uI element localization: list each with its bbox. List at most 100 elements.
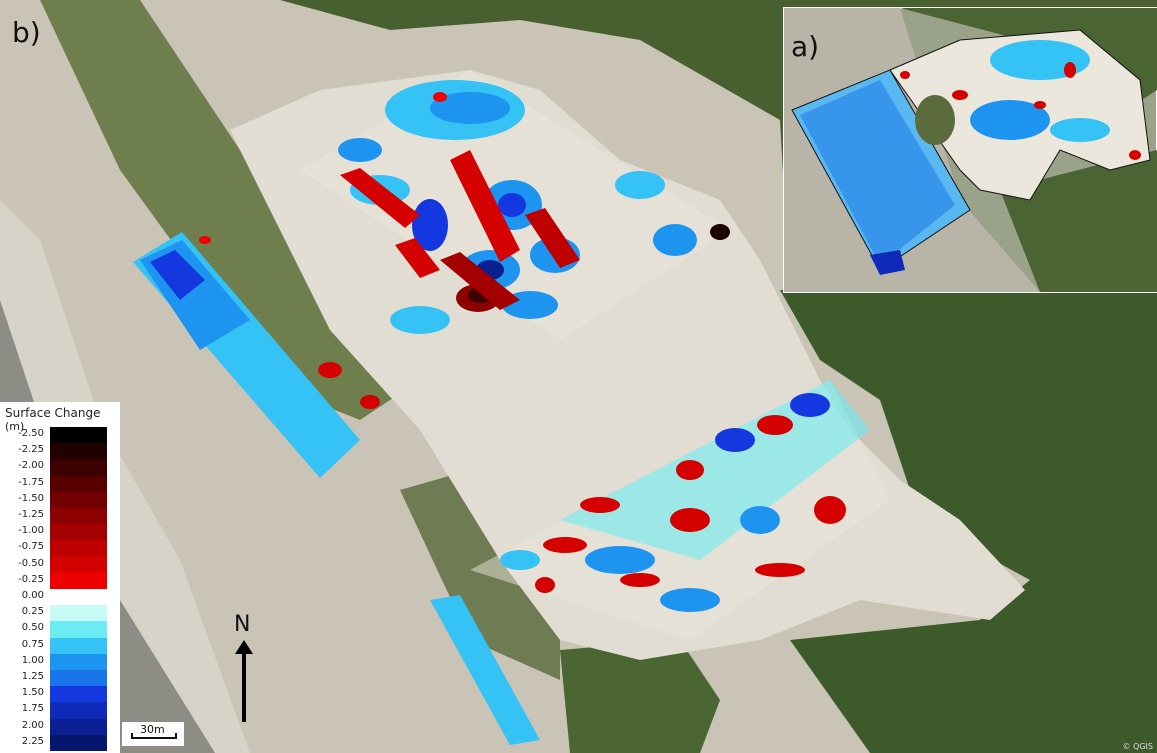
- scale-bar-label: 30m: [140, 723, 165, 736]
- legend-entry: 0.00: [0, 589, 120, 606]
- legend-entry-label: -1.00: [18, 525, 44, 537]
- legend-unit: (m): [5, 420, 25, 433]
- legend-entry: 1.00: [0, 653, 120, 671]
- inset-deposition: [870, 250, 905, 275]
- erosion-patch: [199, 236, 211, 244]
- deposition-patch: [740, 506, 780, 534]
- vegetation-strip: [400, 470, 560, 680]
- legend-entry-label: 1.00: [21, 654, 44, 666]
- attribution: © QGIS: [1122, 742, 1153, 751]
- legend-swatch: [50, 670, 107, 687]
- erosion-patch: [670, 508, 710, 532]
- legend-entry: -0.50: [0, 556, 120, 574]
- deposition-patch: [500, 550, 540, 570]
- legend-swatch: [50, 540, 107, 558]
- legend-entry-label: -1.25: [18, 509, 44, 520]
- legend-entry-label: 2.00: [21, 719, 44, 731]
- legend-swatch: [50, 443, 107, 460]
- erosion-patch: [318, 362, 342, 378]
- legend-entry-label: 0.50: [21, 622, 44, 634]
- legend-swatch: [50, 427, 107, 444]
- erosion-patch: [450, 150, 520, 262]
- erosion-patch: [440, 252, 520, 310]
- inset-vegetation: [915, 95, 955, 145]
- legend-entry-label: 0.00: [21, 590, 44, 601]
- inset-erosion: [900, 71, 910, 79]
- scale-bar: 30m: [122, 722, 184, 746]
- erosion-patch: [340, 168, 420, 228]
- legend-entry-label: -2.25: [18, 444, 44, 456]
- legend-entry: 2.25: [0, 734, 120, 752]
- erosion-patch: [580, 497, 620, 513]
- scale-bar-tick: [131, 733, 133, 739]
- deposition-patch: [338, 138, 382, 162]
- inset-erosion: [1129, 150, 1141, 160]
- inset-beach-strip-core: [800, 80, 955, 265]
- legend-entry-label: -2.50: [18, 428, 44, 439]
- erosion-patch: [676, 460, 704, 480]
- legend-swatch: [50, 508, 107, 525]
- erosion-patch: [543, 537, 587, 553]
- legend-entry-label: -0.50: [18, 557, 44, 569]
- legend-swatch: [50, 589, 107, 606]
- deposition-patch: [715, 428, 755, 452]
- legend-entry: 2.00: [0, 718, 120, 736]
- beach-deposition-strip-peak: [150, 250, 205, 300]
- legend-swatch: [50, 653, 107, 671]
- panel-label-main: b): [12, 16, 41, 49]
- forest-south: [560, 640, 720, 753]
- legend-entry-label: -1.50: [18, 492, 44, 504]
- legend-entry: -1.00: [0, 524, 120, 541]
- legend-swatch: [50, 718, 107, 736]
- legend-entry: 0.25: [0, 605, 120, 622]
- scale-bar-line: [131, 737, 177, 739]
- legend-entry: 1.50: [0, 686, 120, 703]
- legend-entry: -0.25: [0, 572, 120, 590]
- legend-swatch: [50, 491, 107, 509]
- legend-swatch: [50, 475, 107, 493]
- legend-entry-label: 1.50: [21, 687, 44, 699]
- legend-entry: -0.75: [0, 540, 120, 558]
- legend-entry-label: -0.75: [18, 541, 44, 553]
- legend-entry-label: 1.75: [21, 703, 44, 715]
- legend-swatch: [50, 572, 107, 590]
- legend: Surface Change (m) -2.50 -2.25 -2.00 -1.75 -…: [0, 402, 120, 753]
- north-arrow-icon: [235, 640, 253, 722]
- scale-bar-tick: [175, 733, 177, 739]
- deposition-patch: [498, 193, 526, 217]
- surf-zone: [0, 200, 250, 753]
- erosion-patch: [755, 563, 805, 577]
- legend-swatch: [50, 637, 107, 655]
- legend-entry: -1.25: [0, 508, 120, 525]
- legend-entry-label: -2.00: [18, 460, 44, 472]
- inset-erosion: [1034, 101, 1046, 109]
- erosion-patch: [710, 224, 730, 240]
- legend-swatch: [50, 459, 107, 477]
- legend-swatch: [50, 524, 107, 541]
- legend-title: Surface Change: [5, 406, 101, 420]
- erosion-patch: [535, 577, 555, 593]
- inset-erosion: [1064, 62, 1076, 78]
- legend-entry-label: 2.25: [21, 735, 44, 747]
- legend-swatch: [50, 605, 107, 622]
- legend-entry: -1.75: [0, 475, 120, 493]
- legend-entry-label: 0.25: [21, 606, 44, 618]
- legend-entry-label: -1.75: [18, 476, 44, 488]
- erosion-patch: [360, 395, 380, 409]
- legend-entry: -2.00: [0, 459, 120, 477]
- erosion-patch: [620, 573, 660, 587]
- deposition-patch: [585, 546, 655, 574]
- inset-map: [783, 7, 1157, 293]
- deposition-patch: [660, 588, 720, 612]
- north-arrow: N: [231, 612, 259, 722]
- inset-deposition: [970, 100, 1050, 140]
- deposition-patch: [790, 393, 830, 417]
- deposition-patch: [615, 171, 665, 199]
- erosion-patch: [814, 496, 846, 524]
- inset-erosion: [952, 90, 968, 100]
- erosion-patch: [395, 238, 440, 278]
- north-label: N: [234, 612, 251, 637]
- deposition-strip: [430, 595, 540, 745]
